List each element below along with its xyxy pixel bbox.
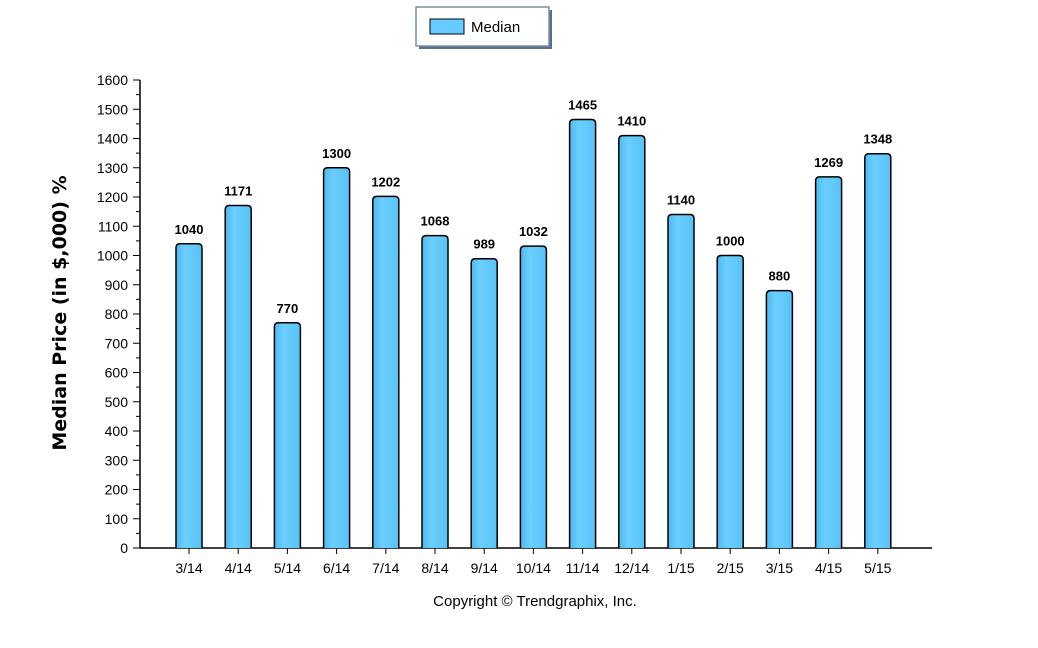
y-tick-label: 1100: [98, 218, 128, 234]
y-tick-label: 0: [120, 540, 128, 556]
bar-3-15: [765, 289, 794, 548]
bar-3-14: [175, 243, 203, 548]
x-tick-label: 11/14: [566, 560, 600, 576]
bar-7-14: [372, 195, 400, 548]
x-tick-label: 2/15: [717, 560, 744, 576]
legend-label-median: Median: [471, 19, 520, 36]
bar-5-14: [273, 322, 302, 548]
copyright-text: Copyright © Trendgraphix, Inc.: [433, 593, 637, 610]
data-label: 1202: [371, 174, 400, 189]
y-tick-label: 100: [105, 511, 129, 527]
y-tick-label: 1600: [97, 72, 128, 88]
x-tick-label: 4/14: [225, 560, 252, 576]
y-tick-label: 300: [105, 452, 129, 468]
data-label: 1140: [667, 193, 695, 208]
bar-12-14: [618, 134, 646, 548]
y-tick-label: 800: [105, 306, 129, 322]
x-tick-label: 6/14: [323, 560, 350, 576]
data-label: 1068: [421, 214, 450, 229]
x-tick-label: 5/14: [274, 560, 301, 576]
y-tick-label: 400: [105, 423, 129, 439]
y-tick-label: 1300: [97, 160, 128, 176]
x-tick-label: 1/15: [667, 560, 694, 576]
x-axis-ticks: 3/14 4/14 5/14 6/14 7/14 8/14 9/14 10/14 11/14 12…: [175, 548, 892, 576]
data-label: 1300: [322, 146, 351, 161]
x-tick-label: 9/14: [471, 560, 498, 576]
y-tick-label: 1400: [97, 131, 128, 147]
bar-6-14: [322, 167, 351, 548]
bar-4-14: [224, 204, 252, 548]
y-tick-label: 1000: [97, 248, 128, 264]
bar-2-15: [716, 254, 744, 548]
y-axis-label: Median Price (in $,000) %: [49, 175, 71, 450]
y-tick-label: 700: [105, 335, 129, 351]
data-label: 1465: [568, 97, 597, 112]
y-tick-label: 500: [105, 394, 129, 410]
data-label: 1410: [617, 114, 646, 129]
bar-8-14: [421, 234, 449, 548]
bars: 1040 1171 770 1300 1202 1068 989 1032 1465 1410 11…: [175, 97, 892, 548]
data-label: 1171: [224, 183, 252, 198]
x-tick-label: 8/14: [421, 560, 448, 576]
x-tick-label: 12/14: [614, 560, 649, 576]
data-label: 1000: [716, 234, 745, 249]
legend-swatch-median: [429, 18, 465, 35]
bar-1-15: [667, 213, 695, 548]
y-tick-label: 600: [105, 365, 129, 381]
data-label: 880: [769, 269, 791, 284]
bar-4-15: [814, 176, 843, 548]
bar-10-14: [519, 245, 548, 548]
data-label: 1032: [519, 224, 548, 239]
bar-9-14: [470, 257, 498, 548]
bar-5-15: [864, 152, 892, 548]
x-tick-label: 5/15: [864, 560, 891, 576]
x-tick-label: 3/14: [175, 560, 202, 576]
y-axis-ticks: 0 100 200 300 400 500 600 700 800 900 1000 1100 1200…: [97, 72, 140, 556]
x-tick-label: 7/14: [372, 560, 399, 576]
data-label: 770: [277, 301, 299, 316]
y-tick-label: 200: [105, 482, 129, 498]
x-tick-label: 3/15: [766, 560, 793, 576]
y-tick-label: 900: [105, 277, 129, 293]
y-tick-label: 1200: [97, 189, 128, 205]
x-tick-label: 10/14: [516, 560, 551, 576]
data-label: 1269: [814, 155, 843, 170]
data-label: 989: [473, 237, 495, 252]
bar-11-14: [568, 118, 597, 548]
legend: Median: [415, 6, 552, 49]
data-label: 1040: [175, 222, 204, 237]
y-tick-label: 1500: [97, 101, 128, 117]
x-tick-label: 4/15: [815, 560, 842, 576]
data-label: 1348: [863, 132, 892, 147]
